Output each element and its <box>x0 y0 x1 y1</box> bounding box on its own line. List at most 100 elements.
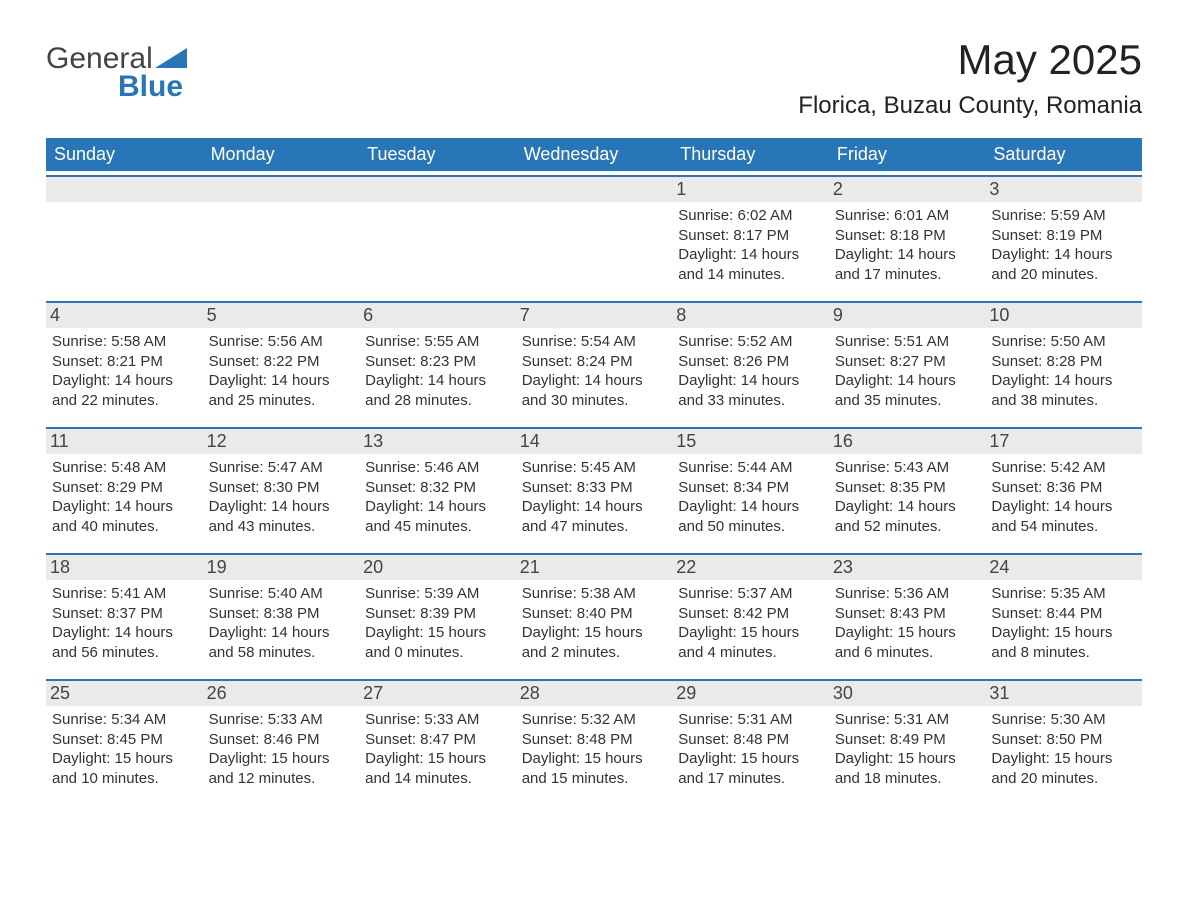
day-number: 2 <box>829 177 986 202</box>
title-block: May 2025 Florica, Buzau County, Romania <box>798 36 1142 132</box>
day-number: 3 <box>985 177 1142 202</box>
location: Florica, Buzau County, Romania <box>798 92 1142 120</box>
day-cell: 10Sunrise: 5:50 AMSunset: 8:28 PMDayligh… <box>985 303 1142 423</box>
daylight-text: Daylight: 14 hours and 35 minutes. <box>835 371 980 410</box>
day-number: 1 <box>672 177 829 202</box>
daylight-text: Daylight: 14 hours and 45 minutes. <box>365 497 510 536</box>
sunset-text: Sunset: 8:23 PM <box>365 352 510 372</box>
day-number: 10 <box>985 303 1142 328</box>
sunset-text: Sunset: 8:43 PM <box>835 604 980 624</box>
sunset-text: Sunset: 8:49 PM <box>835 730 980 750</box>
day-cell <box>516 177 673 297</box>
sunrise-text: Sunrise: 5:41 AM <box>52 584 197 604</box>
day-number: 31 <box>985 681 1142 706</box>
daylight-text: Daylight: 14 hours and 50 minutes. <box>678 497 823 536</box>
day-number: 9 <box>829 303 986 328</box>
weekday-sunday: Sunday <box>46 138 203 171</box>
day-cell: 5 Sunrise: 5:56 AMSunset: 8:22 PMDaylight… <box>203 303 360 423</box>
day-number: 26 <box>203 681 360 706</box>
day-number: 25 <box>46 681 203 706</box>
day-cell <box>203 177 360 297</box>
daylight-text: Daylight: 15 hours and 20 minutes. <box>991 749 1136 788</box>
day-cell: 6 Sunrise: 5:55 AMSunset: 8:23 PMDaylight… <box>359 303 516 423</box>
sunrise-text: Sunrise: 5:37 AM <box>678 584 823 604</box>
daylight-text: Daylight: 14 hours and 54 minutes. <box>991 497 1136 536</box>
daylight-text: Daylight: 14 hours and 14 minutes. <box>678 245 823 284</box>
day-cell: 4Sunrise: 5:58 AMSunset: 8:21 PMDaylight… <box>46 303 203 423</box>
day-cell: 12Sunrise: 5:47 AMSunset: 8:30 PMDayligh… <box>203 429 360 549</box>
weekday-friday: Friday <box>829 138 986 171</box>
sunset-text: Sunset: 8:42 PM <box>678 604 823 624</box>
sunset-text: Sunset: 8:33 PM <box>522 478 667 498</box>
day-number: 4 <box>46 303 203 328</box>
daylight-text: Daylight: 14 hours and 58 minutes. <box>209 623 354 662</box>
daylight-text: Daylight: 14 hours and 25 minutes. <box>209 371 354 410</box>
day-number: 6 <box>359 303 516 328</box>
daylight-text: Daylight: 14 hours and 28 minutes. <box>365 371 510 410</box>
sunset-text: Sunset: 8:32 PM <box>365 478 510 498</box>
day-number: 13 <box>359 429 516 454</box>
daylight-text: Daylight: 15 hours and 2 minutes. <box>522 623 667 662</box>
sunrise-text: Sunrise: 5:42 AM <box>991 458 1136 478</box>
sunset-text: Sunset: 8:48 PM <box>678 730 823 750</box>
weekday-thursday: Thursday <box>672 138 829 171</box>
day-cell: 23Sunrise: 5:36 AMSunset: 8:43 PMDayligh… <box>829 555 986 675</box>
day-cell: 11Sunrise: 5:48 AMSunset: 8:29 PMDayligh… <box>46 429 203 549</box>
sunrise-text: Sunrise: 5:47 AM <box>209 458 354 478</box>
sunset-text: Sunset: 8:18 PM <box>835 226 980 246</box>
logo-triangle-icon <box>155 48 187 68</box>
day-number: 5 <box>203 303 360 328</box>
daylight-text: Daylight: 15 hours and 15 minutes. <box>522 749 667 788</box>
sunset-text: Sunset: 8:45 PM <box>52 730 197 750</box>
weekday-saturday: Saturday <box>985 138 1142 171</box>
daylight-text: Daylight: 15 hours and 18 minutes. <box>835 749 980 788</box>
day-number: 29 <box>672 681 829 706</box>
sunrise-text: Sunrise: 5:55 AM <box>365 332 510 352</box>
day-cell: 25Sunrise: 5:34 AMSunset: 8:45 PMDayligh… <box>46 681 203 801</box>
day-cell: 26Sunrise: 5:33 AMSunset: 8:46 PMDayligh… <box>203 681 360 801</box>
week-row: 11Sunrise: 5:48 AMSunset: 8:29 PMDayligh… <box>46 427 1142 549</box>
sunset-text: Sunset: 8:27 PM <box>835 352 980 372</box>
sunrise-text: Sunrise: 5:54 AM <box>522 332 667 352</box>
sunrise-text: Sunrise: 5:38 AM <box>522 584 667 604</box>
day-number: 22 <box>672 555 829 580</box>
day-number: 19 <box>203 555 360 580</box>
sunset-text: Sunset: 8:24 PM <box>522 352 667 372</box>
week-row: 1Sunrise: 6:02 AMSunset: 8:17 PMDaylight… <box>46 175 1142 297</box>
day-number: 23 <box>829 555 986 580</box>
day-cell: 14Sunrise: 5:45 AMSunset: 8:33 PMDayligh… <box>516 429 673 549</box>
daylight-text: Daylight: 15 hours and 17 minutes. <box>678 749 823 788</box>
sunset-text: Sunset: 8:30 PM <box>209 478 354 498</box>
sunset-text: Sunset: 8:37 PM <box>52 604 197 624</box>
day-cell: 20Sunrise: 5:39 AMSunset: 8:39 PMDayligh… <box>359 555 516 675</box>
sunrise-text: Sunrise: 5:43 AM <box>835 458 980 478</box>
logo: General Blue <box>46 42 187 104</box>
day-cell: 9Sunrise: 5:51 AMSunset: 8:27 PMDaylight… <box>829 303 986 423</box>
day-cell: 2Sunrise: 6:01 AMSunset: 8:18 PMDaylight… <box>829 177 986 297</box>
day-cell: 8Sunrise: 5:52 AMSunset: 8:26 PMDaylight… <box>672 303 829 423</box>
week-row: 4Sunrise: 5:58 AMSunset: 8:21 PMDaylight… <box>46 301 1142 423</box>
day-number: 8 <box>672 303 829 328</box>
day-cell <box>46 177 203 297</box>
daylight-text: Daylight: 14 hours and 38 minutes. <box>991 371 1136 410</box>
daylight-text: Daylight: 14 hours and 47 minutes. <box>522 497 667 536</box>
day-number <box>516 177 673 202</box>
sunset-text: Sunset: 8:50 PM <box>991 730 1136 750</box>
daylight-text: Daylight: 14 hours and 43 minutes. <box>209 497 354 536</box>
sunset-text: Sunset: 8:22 PM <box>209 352 354 372</box>
sunrise-text: Sunrise: 5:32 AM <box>522 710 667 730</box>
sunrise-text: Sunrise: 5:58 AM <box>52 332 197 352</box>
daylight-text: Daylight: 15 hours and 0 minutes. <box>365 623 510 662</box>
daylight-text: Daylight: 14 hours and 40 minutes. <box>52 497 197 536</box>
sunset-text: Sunset: 8:47 PM <box>365 730 510 750</box>
day-number: 18 <box>46 555 203 580</box>
daylight-text: Daylight: 14 hours and 56 minutes. <box>52 623 197 662</box>
sunrise-text: Sunrise: 5:56 AM <box>209 332 354 352</box>
sunrise-text: Sunrise: 5:34 AM <box>52 710 197 730</box>
sunrise-text: Sunrise: 5:50 AM <box>991 332 1136 352</box>
sunset-text: Sunset: 8:40 PM <box>522 604 667 624</box>
daylight-text: Daylight: 15 hours and 12 minutes. <box>209 749 354 788</box>
day-number: 21 <box>516 555 673 580</box>
day-cell: 16Sunrise: 5:43 AMSunset: 8:35 PMDayligh… <box>829 429 986 549</box>
sunrise-text: Sunrise: 5:31 AM <box>678 710 823 730</box>
